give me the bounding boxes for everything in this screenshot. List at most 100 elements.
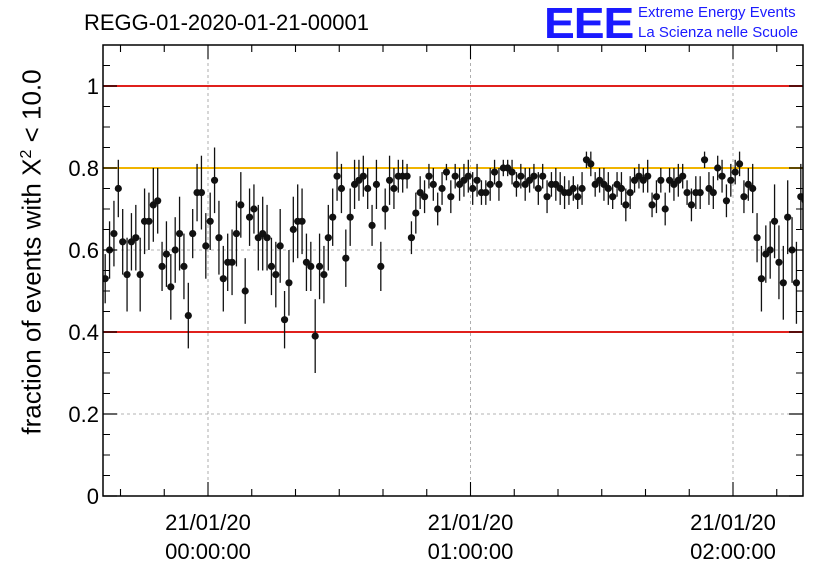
- data-point: [368, 204, 376, 246]
- data-marker: [267, 262, 276, 270]
- data-marker: [451, 172, 459, 180]
- data-marker: [512, 180, 521, 188]
- data-marker: [145, 217, 153, 225]
- data-point: [705, 172, 713, 205]
- data-point: [329, 188, 337, 246]
- data-point: [727, 163, 735, 197]
- data-point: [679, 163, 687, 189]
- data-marker: [333, 172, 341, 180]
- data-marker: [215, 234, 223, 242]
- x-tick-label: 21/01/20: [165, 510, 251, 535]
- data-point: [372, 159, 381, 209]
- data-marker: [543, 193, 551, 201]
- data-marker: [473, 176, 481, 184]
- data-marker: [320, 271, 328, 279]
- data-point: [127, 213, 136, 271]
- y-axis-label-suffix: < 10.0: [16, 69, 47, 150]
- y-tick-label: 1: [87, 74, 99, 99]
- data-point: [731, 159, 739, 185]
- data-point: [154, 168, 162, 234]
- data-point: [534, 172, 542, 205]
- data-marker: [740, 193, 748, 201]
- data-point: [556, 172, 564, 205]
- data-marker: [797, 193, 803, 201]
- data-marker: [429, 180, 437, 188]
- data-point: [591, 172, 599, 197]
- data-marker: [311, 332, 319, 340]
- data-point: [250, 184, 258, 234]
- data-point: [565, 180, 573, 205]
- data-point: [735, 151, 744, 177]
- y-tick-label: 0.4: [68, 320, 99, 345]
- data-marker: [175, 230, 184, 238]
- data-marker: [114, 184, 122, 193]
- data-point: [267, 237, 276, 296]
- data-point: [298, 188, 306, 255]
- data-point: [263, 204, 271, 271]
- data-marker: [342, 254, 350, 262]
- data-marker: [574, 193, 582, 201]
- data-point: [364, 168, 372, 209]
- data-marker: [517, 172, 525, 180]
- data-marker: [749, 184, 757, 193]
- data-point: [464, 159, 472, 193]
- data-point: [132, 204, 140, 271]
- data-point: [324, 204, 332, 271]
- data-marker: [189, 230, 197, 238]
- logo-mark: EEE: [544, 0, 634, 48]
- logo-line-1: Extreme Energy Events: [638, 4, 796, 21]
- data-marker: [482, 189, 490, 197]
- data-point: [718, 159, 726, 193]
- data-point: [495, 168, 503, 201]
- data-marker: [753, 234, 761, 242]
- data-point: [180, 233, 188, 300]
- y-tick-label: 0.8: [68, 156, 99, 181]
- data-marker: [434, 205, 442, 213]
- data-point: [390, 168, 398, 209]
- data-marker: [368, 221, 376, 229]
- data-marker: [464, 172, 472, 180]
- x-tick-label: 21/01/20: [690, 510, 776, 535]
- data-point: [622, 188, 630, 222]
- data-marker: [359, 172, 367, 180]
- data-point: [114, 159, 122, 218]
- data-marker: [469, 184, 477, 193]
- data-point: [276, 209, 284, 283]
- data-marker: [735, 160, 744, 168]
- data-point: [149, 168, 157, 242]
- data-marker: [718, 172, 726, 180]
- data-point: [385, 155, 394, 205]
- data-marker: [770, 217, 779, 225]
- data-marker: [167, 283, 175, 291]
- data-point: [657, 168, 665, 193]
- data-marker: [731, 168, 739, 176]
- data-point: [407, 221, 416, 255]
- data-marker: [700, 156, 709, 164]
- data-marker: [792, 279, 801, 287]
- x-tick-label: 01:00:00: [428, 539, 514, 564]
- data-marker: [727, 176, 735, 184]
- data-point: [189, 209, 197, 259]
- data-point: [639, 168, 647, 193]
- data-marker: [307, 262, 315, 270]
- data-point: [215, 200, 223, 275]
- data-point: [574, 184, 582, 209]
- data-point: [779, 245, 787, 320]
- data-marker: [206, 217, 214, 225]
- data-point: [630, 168, 639, 193]
- data-point: [670, 168, 678, 201]
- data-marker: [263, 234, 271, 242]
- data-point: [512, 172, 521, 197]
- data-point: [709, 176, 717, 209]
- data-point: [753, 213, 761, 263]
- data-point: [648, 192, 656, 218]
- data-marker: [158, 262, 166, 270]
- data-point: [609, 184, 617, 209]
- data-point: [315, 233, 324, 300]
- data-marker: [486, 180, 494, 188]
- reference-lines: [103, 85, 803, 333]
- chart-title: REGG-01-2020-01-21-00001: [84, 10, 369, 35]
- data-point: [600, 168, 608, 201]
- data-points: [103, 147, 803, 373]
